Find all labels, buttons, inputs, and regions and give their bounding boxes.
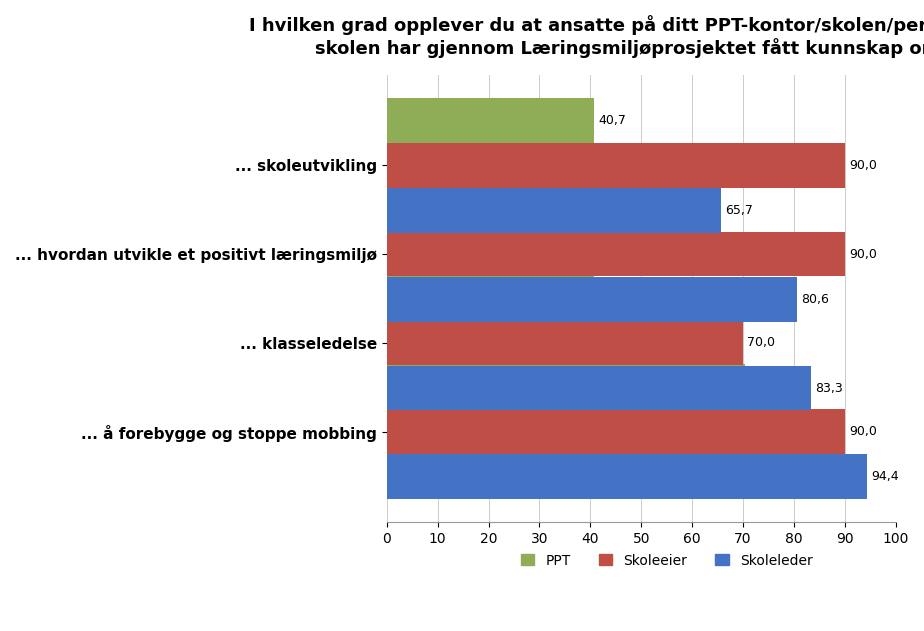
Text: 80,6: 80,6	[801, 293, 829, 306]
Text: 55,6: 55,6	[674, 203, 701, 215]
Text: 94,4: 94,4	[871, 470, 899, 483]
Text: 40,7: 40,7	[598, 114, 626, 127]
Text: 83,3: 83,3	[815, 382, 843, 394]
Bar	[387, 321, 743, 365]
Text: 70,4: 70,4	[749, 380, 777, 393]
Bar	[387, 410, 845, 454]
Text: 90,0: 90,0	[849, 159, 877, 172]
Bar	[387, 232, 845, 276]
Bar	[387, 275, 594, 320]
Title: I hvilken grad opplever du at ansatte på ditt PPT-kontor/skolen/personalet på
sk: I hvilken grad opplever du at ansatte på…	[249, 15, 924, 58]
Legend: PPT, Skoleeier, Skoleleder: PPT, Skoleeier, Skoleleder	[515, 548, 819, 573]
Bar	[387, 143, 845, 187]
Bar	[387, 364, 745, 409]
Text: 70,0: 70,0	[748, 336, 775, 350]
Text: 90,0: 90,0	[849, 247, 877, 261]
Text: 40,7: 40,7	[598, 291, 626, 304]
Text: 90,0: 90,0	[849, 425, 877, 438]
Bar	[387, 365, 810, 410]
Text: 65,7: 65,7	[725, 204, 753, 217]
Bar	[387, 188, 722, 233]
Bar	[387, 98, 594, 143]
Bar	[387, 277, 797, 322]
Bar	[387, 454, 868, 499]
Bar	[387, 187, 670, 232]
